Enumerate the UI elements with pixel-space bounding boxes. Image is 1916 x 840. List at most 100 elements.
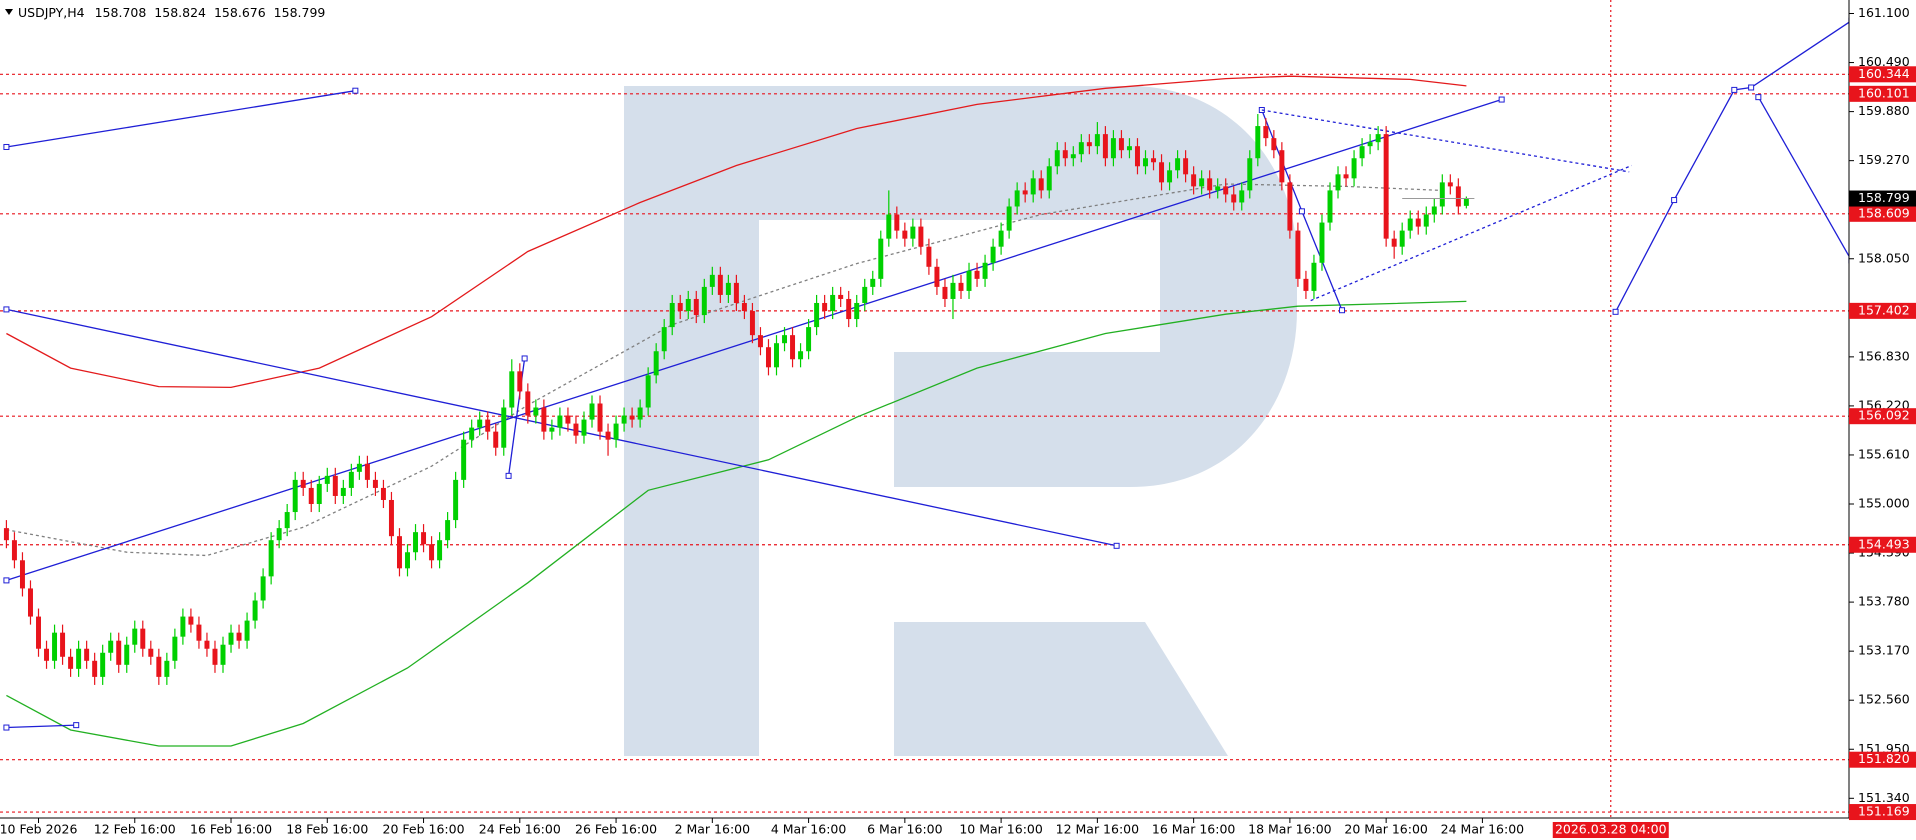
candle-body [918,226,924,247]
candle-body [1271,138,1277,151]
candle-body [701,286,707,316]
y-tick-label: 152.560 [1858,692,1910,707]
candle-body [437,540,443,561]
level-label: 151.820 [1858,751,1910,766]
x-tick-label: 2 Mar 16:00 [675,822,751,837]
candle-body [838,294,844,299]
candle-body [405,552,410,569]
candle-body [52,632,58,661]
level-label: 158.609 [1858,205,1910,220]
candle-body [1038,178,1044,191]
x-tick-label: 16 Mar 16:00 [1152,822,1236,837]
overlay-line [1310,164,1632,302]
candle-body [1062,150,1068,159]
overlay-line [1757,96,1849,258]
candle-body [116,640,122,665]
level-label: 151.169 [1858,804,1910,819]
candle-body [749,311,755,336]
candle-body [629,415,635,420]
candle-body [846,298,852,320]
candle-body [3,528,9,541]
candle-body [1159,162,1165,183]
candle-body [982,262,988,279]
candle-body [1391,238,1397,247]
candle-body [733,282,739,303]
candle-body [429,544,435,561]
x-tick-label: 10 Feb 2026 [0,822,77,837]
candle-body [396,536,402,569]
line-anchor [3,577,10,584]
candle-body [316,483,322,505]
line-anchor [1671,197,1678,204]
candle-body [164,660,170,677]
candle-body [950,282,956,299]
candle-body [348,471,354,488]
y-tick-label: 153.780 [1858,594,1910,609]
x-tick-label: 10 Mar 16:00 [959,822,1043,837]
candle-body [717,274,723,295]
line-anchor [1748,84,1755,91]
candle-body [493,431,499,448]
level-label-box [1849,751,1916,768]
candle-body [549,427,555,432]
overlay-line [6,183,1443,557]
candle-body [148,648,154,657]
line-anchor [1731,86,1738,93]
level-label: 160.344 [1858,66,1910,81]
candle-body [1367,142,1373,147]
candle-body [581,419,587,436]
candle-body [44,648,50,661]
candle-body [324,475,330,484]
candle-body [1343,174,1349,179]
close-value: 158.799 [274,5,326,20]
candle-body [557,415,563,428]
candle-body [1255,126,1261,159]
candle-body [854,302,860,320]
candle-body [1078,142,1084,155]
candle-body [188,616,194,625]
high-value: 158.824 [154,5,206,20]
candle-body [1110,138,1116,159]
axes: 161.100 160.490 159.880 159.270 158.050 156.8… [0,5,1916,838]
x-tick-label: 12 Mar 16:00 [1056,822,1140,837]
cursor-label-box [1552,822,1669,838]
cursor-label: 2026.03.28 04:00 [1555,822,1667,837]
candle-body [445,520,451,541]
candle-body [1399,230,1405,247]
candle-body [11,540,17,561]
candle-body [1239,190,1245,203]
candle-body [782,335,788,344]
candle-body [685,298,691,312]
candle-body [774,343,779,368]
candle-body [1431,206,1437,215]
candle-body [525,391,531,416]
candle-body [637,407,643,420]
candle-body [1287,182,1293,231]
candle-body [180,616,186,637]
y-tick-label: 159.880 [1858,103,1910,118]
candle-body [798,351,804,360]
level-label-box [1849,302,1916,319]
candle-body [1118,138,1124,151]
candle-body [196,624,202,641]
candle-body [958,282,964,291]
candle-body [1175,158,1181,171]
level-label-box [1849,205,1916,222]
candle-body [725,282,731,295]
line-anchor [73,722,80,729]
level-label-box [1849,66,1916,83]
candle-body [1215,186,1221,191]
level-label-box [1849,408,1916,425]
candle-body [1102,134,1108,159]
candle-body [589,403,595,420]
candle-body [878,238,884,279]
candle-body [276,528,282,541]
x-tick-label: 18 Mar 16:00 [1248,822,1332,837]
line-anchor [3,143,10,150]
overlay-line [1261,109,1630,173]
candle-body [1151,158,1157,163]
candle-body [517,371,523,392]
candle-body [84,648,90,661]
overlay-line [6,98,1502,582]
candle-body [806,327,812,352]
